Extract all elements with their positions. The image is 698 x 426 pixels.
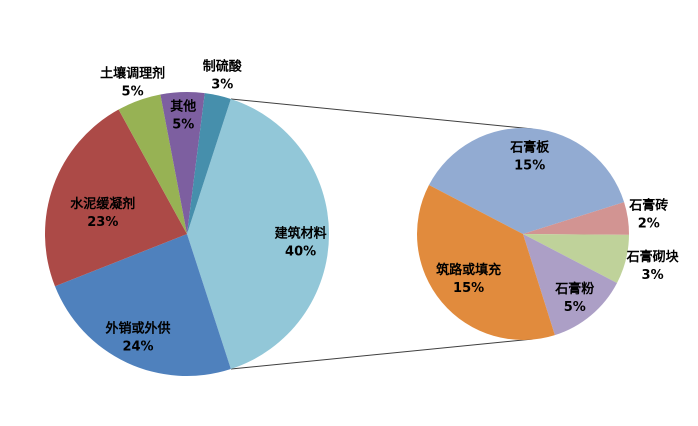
secondary-pie-slice-4-label: 筑路或填充 xyxy=(436,262,501,278)
main-pie-slice-4-value: 5% xyxy=(172,118,194,133)
main-pie-slice-4-label: 其他 xyxy=(170,99,196,115)
main-pie-slice-1-value: 24% xyxy=(122,340,153,355)
main-pie-slice-0-label: 建筑材料 xyxy=(275,226,327,242)
connector-line-bottom xyxy=(230,338,534,370)
secondary-pie-slice-0-value: 15% xyxy=(514,158,545,173)
main-pie-slice-4 xyxy=(160,92,205,234)
secondary-pie-slice-3 xyxy=(523,234,618,336)
main-pie-slice-3 xyxy=(118,94,187,235)
secondary-pie-slice-1 xyxy=(523,202,630,235)
main-pie-slice-2-value: 23% xyxy=(87,215,118,230)
connector-line-top xyxy=(230,98,534,130)
secondary-pie-slice-1-label: 石膏砖 xyxy=(628,198,668,214)
main-pie-slice-3-value: 5% xyxy=(122,85,144,100)
main-pie-slice-0-value: 40% xyxy=(285,245,316,260)
secondary-pie-slice-0-label: 石膏板 xyxy=(509,139,550,155)
main-pie-slice-2 xyxy=(44,109,188,287)
main-pie-slice-3-label: 土壤调理剂 xyxy=(100,66,165,82)
secondary-pie-slice-4 xyxy=(417,185,555,340)
secondary-pie-slice-2-label: 石膏砌块 xyxy=(626,249,680,265)
main-pie-slice-1 xyxy=(54,234,231,376)
secondary-pie-slice-3-value: 5% xyxy=(564,300,586,315)
secondary-pie-slice-2-value: 3% xyxy=(642,268,664,283)
secondary-pie-slice-3-label: 石膏粉 xyxy=(554,281,594,297)
secondary-pie: 石膏板 15% 石膏砖 2% 石膏砌块 3% 石膏粉 5% 筑路或填充 15% xyxy=(417,128,680,340)
main-pie-slice-5-value: 3% xyxy=(211,78,233,93)
main-pie-slice-1-label: 外销或外供 xyxy=(104,321,170,337)
main-pie: 建筑材料 40% 外销或外供 24% 水泥缓凝剂 23% 土壤调理剂 5% 其他 5% 制硫酸 3% xyxy=(44,59,329,376)
main-pie-slice-5-label: 制硫酸 xyxy=(203,59,243,75)
main-pie-slice-5 xyxy=(187,93,231,235)
main-pie-slice-2-label: 水泥缓凝剂 xyxy=(70,196,135,212)
secondary-pie-slice-2 xyxy=(523,234,629,283)
main-pie-slice-0 xyxy=(187,98,329,370)
secondary-pie-slice-1-value: 2% xyxy=(638,217,660,232)
secondary-pie-slice-0 xyxy=(428,128,625,234)
secondary-pie-slice-4-value: 15% xyxy=(453,281,484,296)
